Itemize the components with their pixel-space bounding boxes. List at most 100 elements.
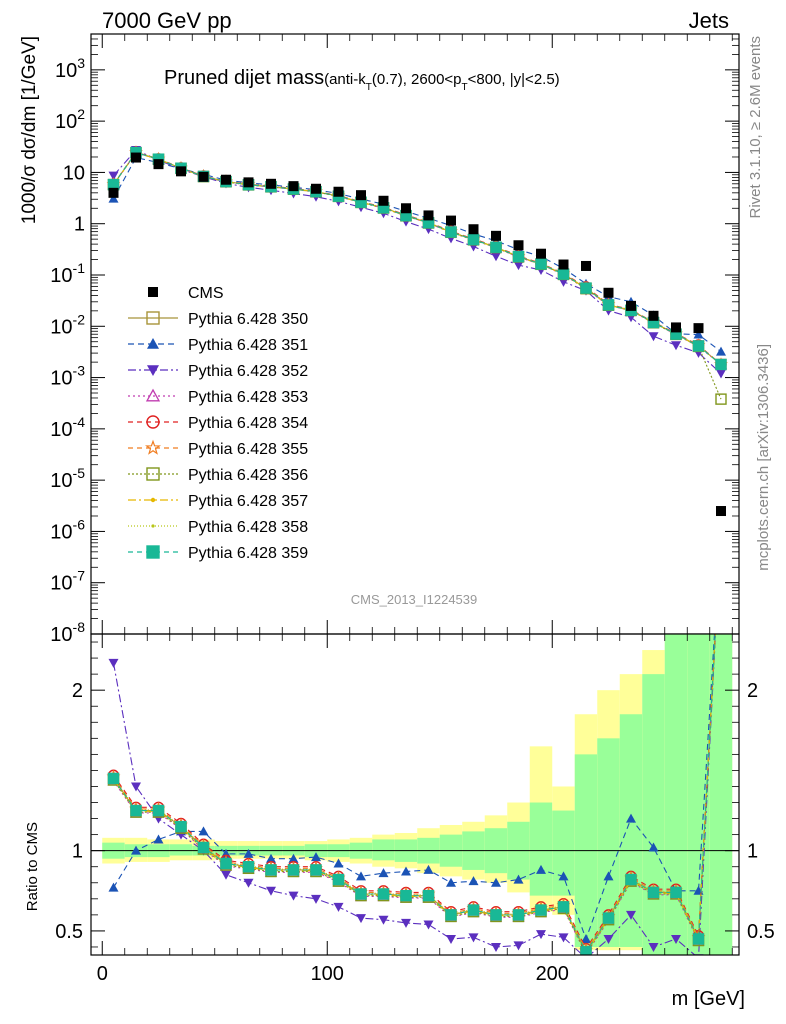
ratio-series-marker <box>355 888 367 900</box>
tick-exponent: -7 <box>73 568 86 584</box>
ratio-series-marker <box>467 904 480 916</box>
top-series-marker <box>108 171 119 181</box>
cms-point <box>626 300 636 311</box>
ratio-series-marker <box>626 910 636 920</box>
band-stat <box>372 839 395 861</box>
ratio-series-marker <box>401 918 411 928</box>
legend-label: Pythia 6.428 350 <box>188 311 308 328</box>
ratio-series-marker <box>422 889 435 902</box>
y-tick-label: 10-5 <box>50 465 85 492</box>
ratio-series-marker <box>603 934 614 944</box>
x-axis-label: m [GeV] <box>672 988 745 1010</box>
legend-label: Pythia 6.428 351 <box>188 337 308 354</box>
tick-exponent: -2 <box>73 311 86 327</box>
top-series-line <box>113 152 722 365</box>
legend-label: Pythia 6.428 359 <box>188 545 308 562</box>
tick-base: 10 <box>50 265 72 287</box>
ratio-series-marker <box>198 826 209 836</box>
ratio-y-tick-label: 0.5 <box>55 921 83 943</box>
top-series-line <box>113 151 722 365</box>
ratio-series-marker <box>535 904 547 916</box>
chart-title: Pruned dijet mass(anti-kT(0.7), 2600<pT<… <box>164 67 560 93</box>
legend-label: Pythia 6.428 355 <box>188 441 308 458</box>
tick-base: 10 <box>50 368 72 390</box>
x-tick-label: 0 <box>97 963 108 985</box>
y-tick-label: 10-6 <box>50 516 85 543</box>
cms-point <box>131 152 141 163</box>
cms-point <box>581 260 591 271</box>
ratio-series-marker <box>378 915 389 925</box>
y-tick-label: 10-4 <box>50 414 85 441</box>
top-series-marker <box>467 233 480 246</box>
ratio-series-marker <box>626 813 636 823</box>
top-series-marker <box>671 341 681 351</box>
top-series-marker <box>557 268 570 280</box>
top-series-marker <box>490 241 502 253</box>
ratio-series-marker <box>446 877 456 887</box>
cms-point <box>176 166 186 177</box>
header-right: Jets <box>689 8 729 33</box>
ratio-series-line <box>113 634 716 952</box>
ratio-bands <box>102 634 733 955</box>
ratio-series-marker <box>242 861 255 873</box>
cms-point <box>153 159 164 170</box>
cms-point <box>198 171 209 182</box>
ratio-series-marker <box>377 888 390 900</box>
ratio-series-marker <box>175 820 187 833</box>
ratio-series-marker <box>310 864 322 876</box>
top-series-marker <box>445 226 457 238</box>
legend-marker <box>146 415 160 429</box>
top-series-marker <box>535 258 547 270</box>
band-stat <box>169 844 193 856</box>
ratio-series-marker <box>131 782 141 792</box>
legend-marker <box>146 467 160 481</box>
legend-label-cms: CMS <box>188 285 224 302</box>
band-stat <box>552 810 575 896</box>
tick-base: 10 <box>50 624 72 646</box>
top-series-line <box>113 151 722 365</box>
ratio-series-marker <box>536 864 546 874</box>
top-axis-ticks: 10-810-710-610-510-410-310-210-111010210… <box>50 33 739 646</box>
cms-point <box>671 322 681 333</box>
ratio-series-marker <box>513 874 524 884</box>
y-axis-label-top: 1000/σ dσ/dm [1/GeV] <box>19 36 40 224</box>
ratio-series-marker <box>671 934 681 944</box>
cms-point <box>603 287 614 298</box>
y-tick-label: 10 <box>63 162 85 184</box>
tick-exponent: -4 <box>73 414 86 430</box>
legend-label: Pythia 6.428 356 <box>188 467 308 484</box>
ratio-series-marker <box>648 942 659 952</box>
top-series-line <box>113 151 722 365</box>
ratio-series-marker <box>603 871 614 881</box>
cms-point <box>693 323 704 334</box>
top-series-marker <box>692 340 705 352</box>
tick-exponent: -8 <box>73 619 86 635</box>
ratio-series-marker <box>266 853 276 863</box>
y-tick-label: 10-8 <box>50 619 85 646</box>
title-main: Pruned dijet mass <box>164 67 324 89</box>
cms-point <box>243 177 254 188</box>
ratio-series-marker <box>221 870 231 880</box>
legend-marker <box>146 311 160 325</box>
header-left: 7000 GeV pp <box>102 8 232 33</box>
legend-label: Pythia 6.428 352 <box>188 363 308 380</box>
legend-marker <box>151 524 155 528</box>
legend-marker <box>147 338 159 349</box>
band-stat <box>597 738 620 947</box>
ratio-axis-ticks: 0.5 0.5 1 1 2 2 0 100 200 <box>55 634 775 985</box>
legend-label: Pythia 6.428 357 <box>188 493 308 510</box>
top-series-marker <box>715 393 727 405</box>
cms-point <box>446 215 456 226</box>
ratio-panel: 0.5 0.5 1 1 2 2 0 100 200 <box>55 633 775 985</box>
ratio-series-marker <box>648 842 659 852</box>
y-tick-label: 10-7 <box>50 568 85 595</box>
tick-exponent: 2 <box>77 106 85 122</box>
cms-point <box>333 186 344 197</box>
tick-exponent: -5 <box>73 465 86 481</box>
ratio-series-line <box>113 634 716 941</box>
top-series-line <box>113 149 722 374</box>
top-series-line <box>113 156 722 353</box>
tick-exponent: 3 <box>77 55 85 71</box>
ratio-series-marker <box>311 894 321 904</box>
cms-point <box>536 248 546 259</box>
